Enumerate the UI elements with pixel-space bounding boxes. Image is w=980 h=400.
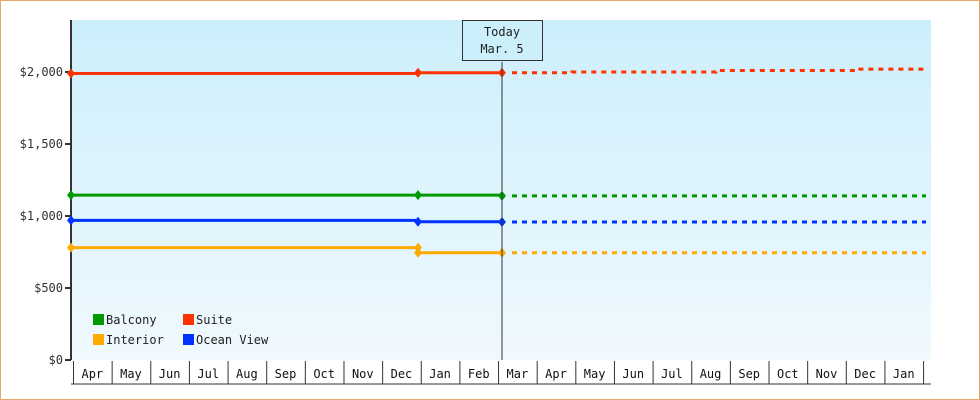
legend-item-ocean-view: Ocean View [183,333,269,347]
x-month-label: Nov [352,367,374,381]
x-month-label: Jul [661,367,683,381]
x-axis: Apr May Jun Jul Aug Sep Oct Nov Dec Jan Feb Mar Apr M… [71,361,931,385]
x-month-label: Mar [507,367,529,381]
legend-label: Ocean View [196,333,269,347]
legend-swatch-icon [93,314,104,325]
x-month-label: May [120,367,142,381]
legend: Balcony Suite Interior Ocean View [93,313,269,347]
today-marker: Today Mar. 5 [462,20,543,360]
legend-label: Suite [196,313,232,327]
y-tick-label: $0 [49,353,63,367]
x-month-label: Oct [777,367,799,381]
x-month-label: Nov [816,367,838,381]
series-suite [67,67,926,79]
legend-swatch-icon [183,334,194,345]
legend-item-suite: Suite [183,313,232,327]
x-month-label: Dec [854,367,876,381]
x-month-label: May [584,367,606,381]
x-month-label: Sep [738,367,760,381]
y-tick-label: $2,000 [20,65,63,79]
legend-swatch-icon [93,334,104,345]
x-month-label: Jun [159,367,181,381]
legend-item-balcony: Balcony [93,313,157,327]
y-tick-label: $1,500 [20,137,63,151]
legend-label: Balcony [106,313,157,327]
y-axis: $0 $500 $1,000 $1,500 $2,000 [20,20,72,367]
x-month-label: Jul [197,367,219,381]
x-month-label: Jan [893,367,915,381]
plot-area [71,20,931,360]
legend-swatch-icon [183,314,194,325]
today-label: Today [484,25,520,39]
y-tick-label: $1,000 [20,209,63,223]
x-month-label: Aug [236,367,258,381]
x-month-label: Feb [468,367,490,381]
legend-label: Interior [106,333,164,347]
x-month-label: Jun [622,367,644,381]
today-date: Mar. 5 [480,42,523,56]
series-interior [67,242,926,258]
x-month-label: Sep [275,367,297,381]
y-tick-label: $500 [34,281,63,295]
x-month-label: Dec [391,367,413,381]
x-month-label: Jan [429,367,451,381]
legend-item-interior: Interior [93,333,164,347]
x-month-label: Oct [313,367,335,381]
x-month-label: Apr [545,367,567,381]
x-month-label: Apr [81,367,103,381]
x-month-label: Aug [700,367,722,381]
